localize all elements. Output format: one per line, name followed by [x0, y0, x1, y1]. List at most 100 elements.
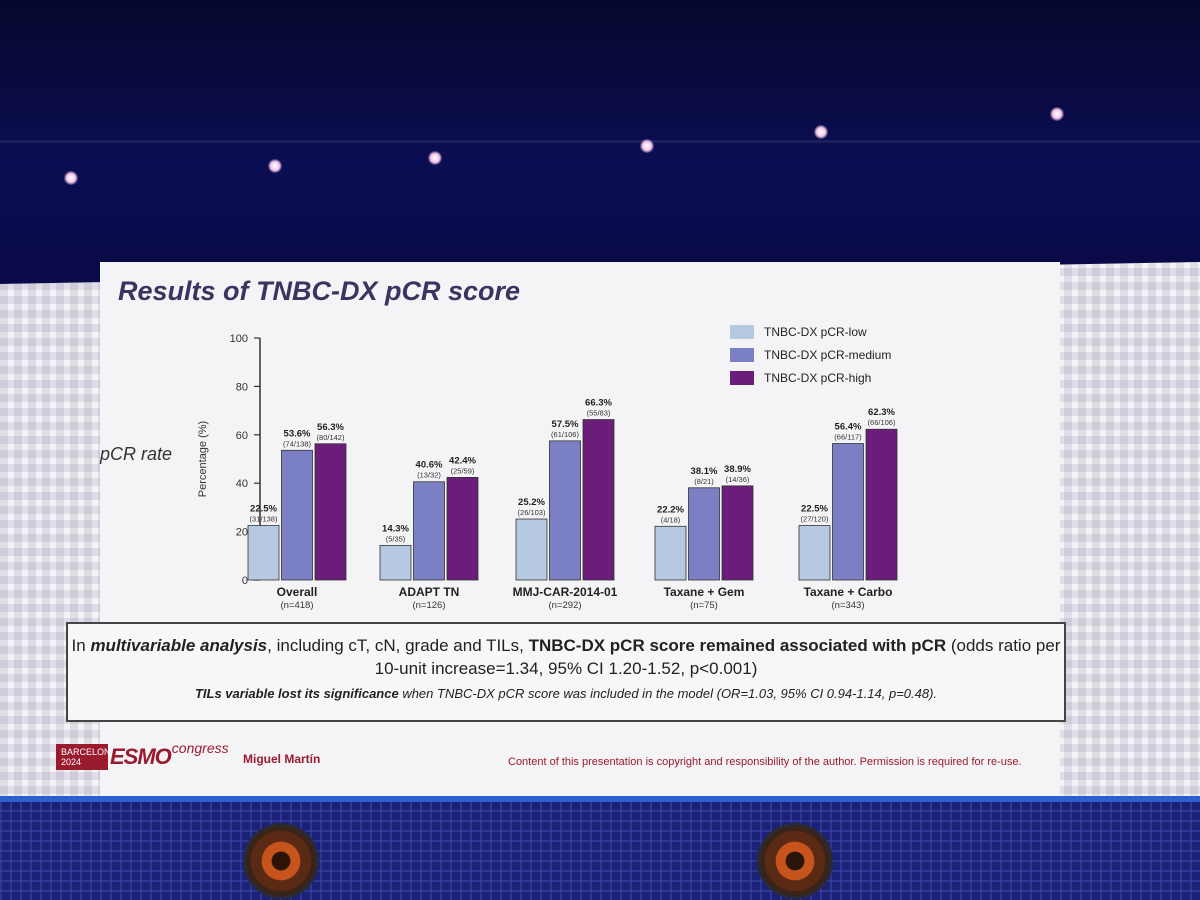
bar-tnbc-dx-pcr-low	[798, 525, 831, 581]
x-category-label: ADAPT TN	[399, 585, 460, 599]
analysis-callout-box: In multivariable analysis, including cT,…	[66, 622, 1066, 722]
legend-label-low: TNBC-DX pCR-low	[764, 325, 867, 339]
callout-text: when TNBC-DX pCR score was included in t…	[398, 686, 938, 701]
bar-value-label: 14.3%	[382, 523, 409, 534]
bar-value-label: 22.2%	[657, 504, 684, 515]
bar-value-label: 57.5%	[552, 419, 579, 430]
legend-label-high: TNBC-DX pCR-high	[764, 371, 872, 385]
stage-light	[268, 159, 282, 173]
legend-item-low: TNBC-DX pCR-low	[730, 322, 891, 342]
x-category-n-label: (n=75)	[690, 600, 718, 611]
bar-count-label: (25/59)	[451, 466, 475, 475]
bar-value-label: 53.6%	[284, 428, 311, 439]
copyright-notice: Content of this presentation is copyrigh…	[508, 756, 1022, 768]
bar-count-label: (61/106)	[551, 430, 579, 439]
legend-item-medium: TNBC-DX pCR-medium	[730, 345, 891, 365]
stage-truss-top	[0, 140, 1200, 143]
callout-emphasis: TILs variable lost its significance	[194, 686, 399, 701]
bar-count-label: (55/83)	[587, 409, 611, 418]
callout-emphasis: multivariable analysis	[90, 636, 268, 655]
bar-count-label: (14/36)	[726, 475, 750, 484]
bar-value-label: 38.1%	[691, 466, 718, 477]
bar-count-label: (8/21)	[694, 477, 714, 486]
bar-value-label: 56.3%	[317, 422, 344, 433]
bar-count-label: (66/117)	[834, 433, 862, 442]
bar-tnbc-dx-pcr-low	[379, 544, 412, 581]
legend-swatch-high	[730, 371, 754, 385]
bar-value-label: 25.2%	[518, 497, 545, 508]
bar-value-label: 56.4%	[835, 422, 862, 433]
logo-brand: ESMO	[110, 744, 172, 769]
bar-tnbc-dx-pcr-medium	[281, 449, 313, 581]
x-category-label: Taxane + Carbo	[804, 585, 893, 599]
bar-tnbc-dx-pcr-medium	[832, 443, 864, 581]
bar-count-label: (74/138)	[283, 439, 311, 448]
bar-value-label: 40.6%	[416, 460, 443, 471]
bar-count-label: (27/120)	[801, 515, 829, 524]
bar-value-label: 38.9%	[724, 464, 751, 475]
x-category-n-label: (n=126)	[412, 600, 445, 611]
bar-tnbc-dx-pcr-low	[654, 525, 687, 581]
bar-count-label: (26/103)	[518, 508, 546, 517]
callout-text: , including cT, cN, grade and TILs,	[267, 636, 529, 655]
stage-light	[428, 151, 442, 165]
x-category-n-label: (n=343)	[831, 600, 864, 611]
stage-light	[1050, 107, 1064, 121]
bar-count-label: (13/32)	[417, 471, 441, 480]
stage-light	[64, 171, 78, 185]
pcr-rate-label: pCR rate	[100, 444, 173, 464]
y-axis-title: Percentage (%)	[197, 421, 209, 497]
legend-item-high: TNBC-DX pCR-high	[730, 368, 891, 388]
y-tick-label: 80	[236, 381, 248, 393]
bar-value-label: 62.3%	[868, 407, 895, 418]
callout-main-text: In multivariable analysis, including cT,…	[68, 634, 1064, 680]
slide-title: Results of TNBC-DX pCR score	[118, 276, 521, 306]
bar-count-label: (5/35)	[386, 534, 406, 543]
bar-count-label: (66/106)	[868, 418, 896, 427]
logo-city-block: BARCELONA 2024	[56, 744, 117, 770]
stage-floor	[0, 802, 1200, 900]
logo-city: BARCELONA	[61, 747, 117, 757]
stage-light	[640, 139, 654, 153]
bar-tnbc-dx-pcr-high	[446, 476, 479, 581]
y-tick-label: 100	[230, 333, 248, 345]
bar-tnbc-dx-pcr-medium	[688, 487, 720, 581]
x-category-n-label: (n=292)	[548, 600, 581, 611]
callout-text: (odds ratio per 10-unit increase=1.34, 9…	[374, 636, 1061, 678]
bar-count-label: (80/142)	[317, 433, 345, 442]
bar-value-label: 42.4%	[449, 455, 476, 466]
x-category-n-label: (n=418)	[280, 600, 313, 611]
floor-spotlight-right	[760, 826, 830, 896]
bar-value-label: 66.3%	[585, 398, 612, 409]
chart-legend: TNBC-DX pCR-low TNBC-DX pCR-medium TNBC-…	[730, 322, 891, 391]
bar-tnbc-dx-pcr-medium	[413, 481, 445, 581]
x-category-label: Overall	[277, 585, 318, 599]
bar-tnbc-dx-pcr-high	[314, 443, 347, 581]
stage-edge	[0, 796, 1200, 802]
y-tick-label: 0	[242, 575, 248, 587]
x-category-label: Taxane + Gem	[664, 585, 745, 599]
x-category-label: MMJ-CAR-2014-01	[513, 585, 618, 599]
legend-swatch-medium	[730, 348, 754, 362]
logo-year: 2024	[61, 757, 82, 767]
y-tick-label: 40	[236, 478, 248, 490]
legend-swatch-low	[730, 325, 754, 339]
callout-text: In	[71, 636, 91, 655]
stage-light	[814, 125, 828, 139]
bar-tnbc-dx-pcr-low	[247, 525, 280, 581]
bar-value-label: 22.5%	[250, 504, 277, 515]
callout-sub-text: TILs variable lost its significance when…	[68, 686, 1064, 701]
y-tick-label: 20	[236, 527, 248, 539]
presenter-name: Miguel Martín	[243, 752, 321, 766]
bar-tnbc-dx-pcr-medium	[549, 440, 581, 581]
bar-value-label: 22.5%	[801, 504, 828, 515]
bar-count-label: (31/138)	[250, 515, 278, 524]
bar-tnbc-dx-pcr-high	[721, 485, 754, 581]
logo-brand-suffix: congress	[171, 740, 229, 756]
floor-spotlight-left	[246, 826, 316, 896]
esmo-congress-logo: BARCELONA 2024 ESMO congress	[56, 740, 229, 770]
callout-emphasis: TNBC-DX pCR score remained associated wi…	[528, 636, 947, 655]
bar-tnbc-dx-pcr-high	[582, 419, 615, 581]
bar-tnbc-dx-pcr-high	[865, 428, 898, 581]
